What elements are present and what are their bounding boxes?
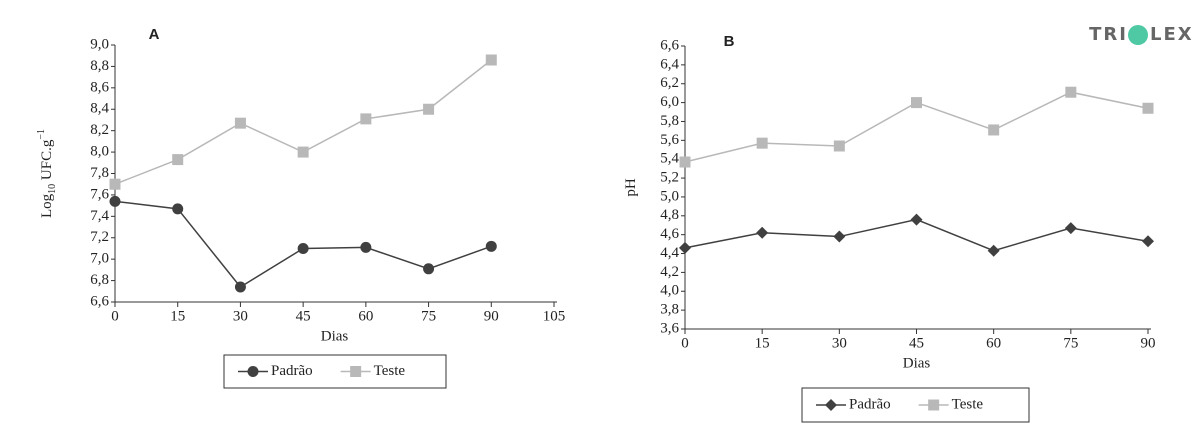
marker [756,226,769,239]
legend-marker [928,399,940,411]
x-tick-label: 75 [421,308,436,324]
marker [172,203,184,215]
y-tick-label: 4,8 [660,207,679,223]
x-tick-label: 0 [111,308,119,324]
marker [1142,235,1154,248]
y-axis-label-part: 10 [47,184,58,194]
y-tick-label: 6,8 [90,272,109,288]
logo-right: LEX [1150,24,1194,45]
legend-label: Padrão [849,396,891,412]
chart-title: B [724,33,735,50]
marker [172,154,184,166]
legend-label: Teste [374,363,406,379]
marker [833,230,846,243]
y-tick-label: 7,8 [90,165,109,181]
y-tick-label: 8,2 [90,122,109,138]
y-tick-label: 5,8 [660,113,679,129]
logo-left: TRI [1089,24,1128,45]
chart-title: A [149,26,160,43]
marker [234,117,246,129]
x-tick-label: 0 [681,335,689,351]
marker [1142,102,1154,114]
marker [679,156,691,168]
y-axis-label-part: −1 [36,129,47,140]
y-tick-label: 7,0 [90,251,109,267]
legend-label: Padrão [271,363,313,379]
marker [911,97,922,109]
y-tick-label: 7,2 [90,229,109,245]
x-tick-label: 105 [543,308,566,324]
y-tick-label: 8,4 [90,101,109,117]
y-tick-label: 3,8 [660,302,679,318]
marker [910,213,923,226]
marker [987,244,1000,257]
y-tick-label: 6,6 [90,293,109,309]
y-tick-label: 7,6 [90,186,109,202]
y-axis-label: pH [623,178,639,197]
x-tick-label: 60 [358,308,373,324]
y-tick-label: 6,0 [660,94,679,110]
legend-marker [350,366,362,377]
marker [360,241,372,253]
y-tick-label: 8,0 [90,144,109,160]
y-tick-label: 4,6 [660,226,679,242]
y-tick-label: 4,0 [660,283,679,299]
y-tick-label: 8,6 [90,79,109,95]
marker [297,242,309,254]
marker [109,178,121,190]
y-tick-label: 9,0 [90,36,109,52]
marker [1065,86,1077,98]
y-tick-label: 5,6 [660,132,679,148]
x-tick-label: 90 [1141,335,1156,351]
marker [833,140,845,152]
y-tick-label: 5,2 [660,170,679,186]
y-tick-label: 8,8 [90,58,109,74]
y-tick-label: 4,4 [660,245,679,261]
x-tick-label: 75 [1063,335,1078,351]
marker [485,54,497,66]
series-line [114,59,492,185]
y-axis-label: Log10 UFC.g−1 [36,129,58,218]
y-tick-label: 5,4 [660,151,679,167]
y-tick-label: 3,6 [660,320,679,336]
marker [423,263,435,275]
y-tick-label: 7,4 [90,208,109,224]
y-axis-label-part: pH [623,178,639,197]
marker [109,195,121,207]
marker [297,146,309,158]
marker [234,281,246,293]
y-tick-label: 6,6 [660,37,679,53]
marker [423,103,435,115]
x-tick-label: 45 [296,308,311,324]
marker [679,241,691,254]
x-tick-label: 30 [233,308,248,324]
legend-label: Teste [952,396,984,412]
marker [756,137,768,149]
y-tick-label: 5,0 [660,188,679,204]
y-tick-label: 6,2 [660,75,679,91]
x-tick-label: 60 [986,335,1001,351]
x-tick-label: 45 [909,335,924,351]
legend-marker [247,366,259,377]
y-tick-label: 4,2 [660,264,679,280]
legend-box [223,354,447,389]
y-axis-label-part: Log [39,193,55,218]
x-axis-label: Dias [903,355,931,371]
marker [1064,222,1077,235]
x-axis-label: Dias [321,328,349,344]
logo-icon [1128,25,1148,45]
marker [360,113,372,125]
x-tick-label: 15 [170,308,185,324]
marker [988,124,1000,136]
x-tick-label: 30 [832,335,847,351]
marker [485,240,497,252]
legend-box [801,387,1030,423]
x-tick-label: 90 [484,308,499,324]
y-tick-label: 6,4 [660,56,679,72]
y-axis-label-part: UFC.g [39,139,55,184]
x-tick-label: 15 [755,335,770,351]
legend-marker [825,399,837,411]
